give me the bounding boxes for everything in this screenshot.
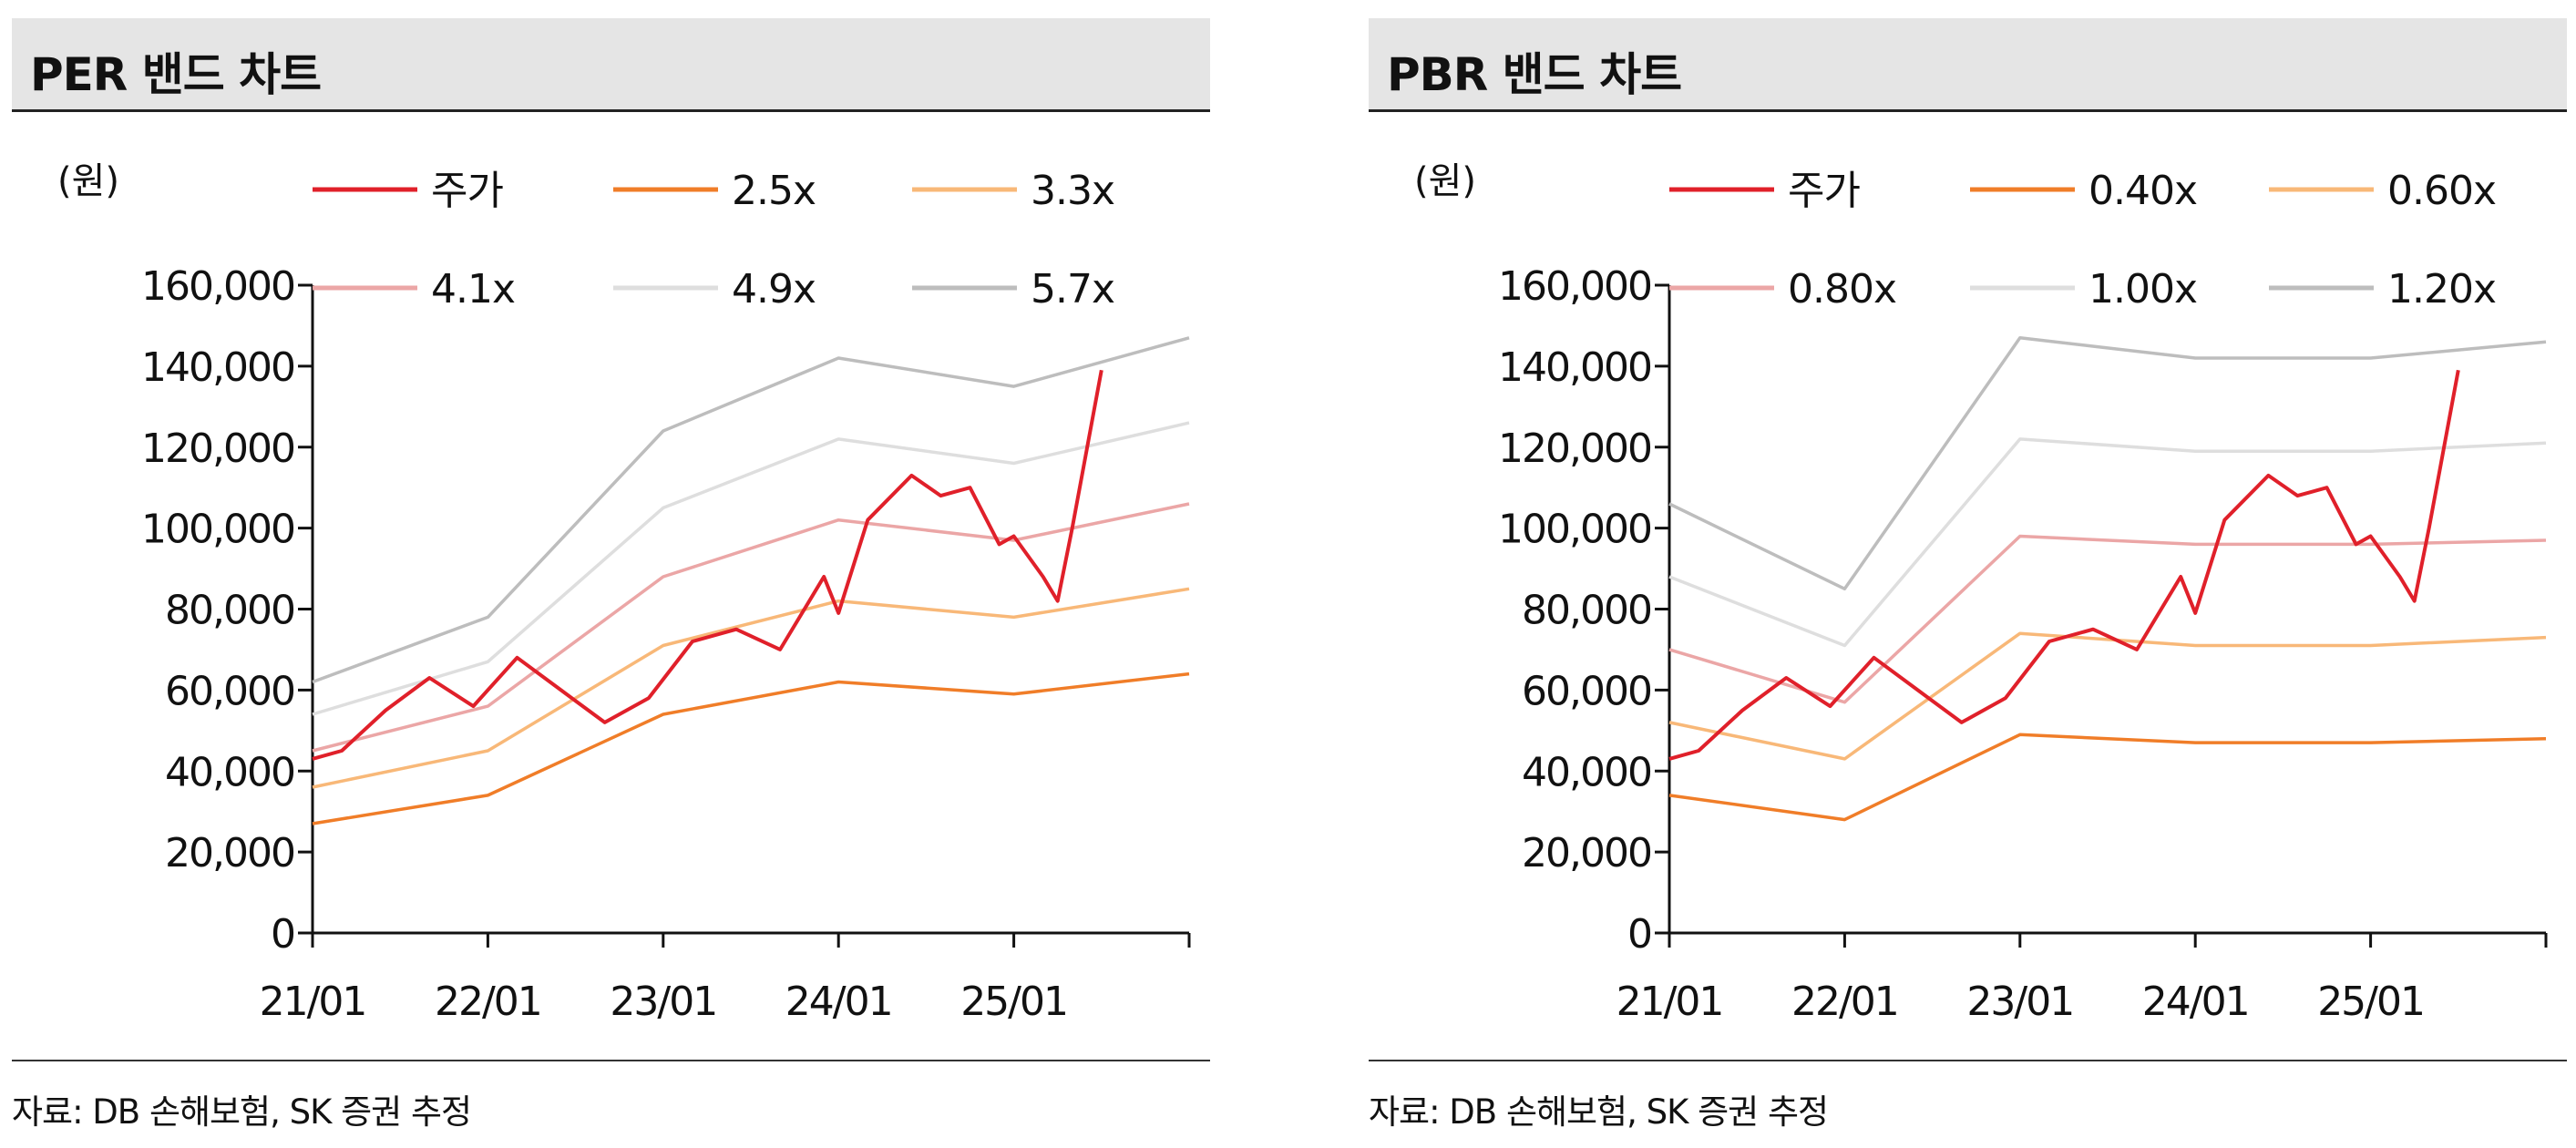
y-unit-label: (원) <box>57 160 119 202</box>
x-tick-label: 24/01 <box>785 979 892 1025</box>
x-tick-label: 22/01 <box>1791 979 1898 1025</box>
legend-label: 주가 <box>1788 168 1860 214</box>
y-tick-label: 0 <box>1627 911 1651 958</box>
series-line-1 <box>1669 734 2546 819</box>
legend-label: 0.40x <box>2089 168 2197 214</box>
x-tick-label: 21/01 <box>260 979 366 1025</box>
y-tick-label: 60,000 <box>165 668 294 714</box>
y-tick-label: 120,000 <box>1498 425 1651 472</box>
y-tick-label: 120,000 <box>141 425 294 472</box>
y-tick-label: 40,000 <box>1522 749 1651 795</box>
x-tick-label: 23/01 <box>610 979 716 1025</box>
series-line-4 <box>313 423 1189 714</box>
y-unit-label: (원) <box>1414 160 1476 202</box>
x-tick-label: 25/01 <box>960 979 1067 1025</box>
pbr-band-panel: PBR 밴드 차트 (원) 0 20,000 40,000 60,000 80,000 10… <box>1369 0 2571 1148</box>
source-divider <box>12 1060 1210 1061</box>
series-line-0 <box>313 370 1102 759</box>
legend-label: 5.7x <box>1031 266 1114 313</box>
legend-label: 주가 <box>431 168 503 214</box>
y-tick-label: 60,000 <box>1522 668 1651 714</box>
pbr-band-chart: (원) 0 20,000 40,000 60,000 80,000 100,000 120,0… <box>1369 0 2571 1057</box>
series-line-5 <box>1669 338 2546 589</box>
series-line-3 <box>1669 537 2546 702</box>
y-tick-label: 160,000 <box>1498 263 1651 310</box>
y-tick-label: 20,000 <box>165 830 294 876</box>
series-line-3 <box>313 504 1189 751</box>
x-tick-label: 23/01 <box>1966 979 2073 1025</box>
source-note: 자료: DB 손해보험, SK 증권 추정 <box>12 1084 471 1133</box>
x-tick-label: 24/01 <box>2142 979 2249 1025</box>
series-line-1 <box>313 674 1189 824</box>
series-line-0 <box>1669 370 2458 759</box>
y-tick-label: 100,000 <box>141 507 294 553</box>
legend-label: 1.20x <box>2387 266 2496 313</box>
y-tick-label: 160,000 <box>141 263 294 310</box>
y-tick-label: 140,000 <box>141 344 294 391</box>
y-tick-label: 40,000 <box>165 749 294 795</box>
x-tick-label: 22/01 <box>435 979 541 1025</box>
legend-label: 0.60x <box>2387 168 2496 214</box>
x-tick-label: 25/01 <box>2317 979 2424 1025</box>
y-tick-label: 80,000 <box>165 588 294 634</box>
y-tick-label: 100,000 <box>1498 507 1651 553</box>
legend-label: 1.00x <box>2089 266 2197 313</box>
per-band-chart: (원) 0 20,000 40,000 60,000 80,000 100,000 120,0… <box>12 0 1215 1057</box>
y-tick-label: 0 <box>271 911 294 958</box>
x-tick-label: 21/01 <box>1616 979 1723 1025</box>
legend-label: 2.5x <box>732 168 816 214</box>
y-tick-label: 80,000 <box>1522 588 1651 634</box>
legend-label: 3.3x <box>1031 168 1114 214</box>
legend-label: 4.1x <box>431 266 515 313</box>
source-note: 자료: DB 손해보험, SK 증권 추정 <box>1369 1084 1828 1133</box>
series-line-5 <box>313 338 1189 682</box>
legend-label: 0.80x <box>1788 266 1896 313</box>
y-tick-label: 20,000 <box>1522 830 1651 876</box>
source-divider <box>1369 1060 2567 1061</box>
per-band-panel: PER 밴드 차트 (원) 0 20,000 40,000 60,000 80,000 10… <box>12 0 1215 1148</box>
legend-label: 4.9x <box>732 266 816 313</box>
y-tick-label: 140,000 <box>1498 344 1651 391</box>
